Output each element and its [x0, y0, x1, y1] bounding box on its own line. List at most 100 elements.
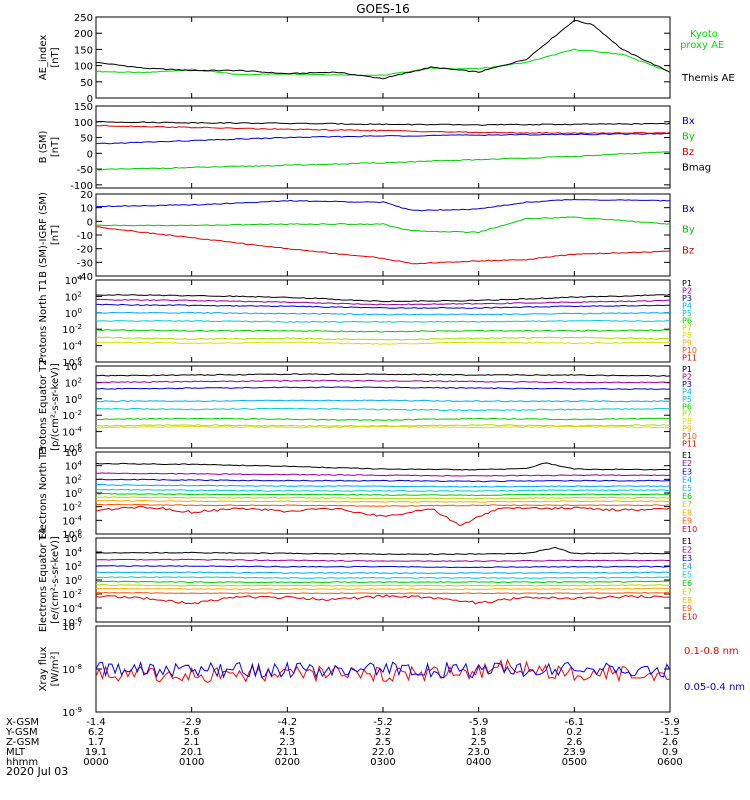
ephemeris-value: 4.5	[279, 727, 295, 738]
ephemeris-value: 0600	[657, 757, 682, 768]
y-tick-label: 10-8	[62, 663, 82, 676]
y-tick-label: 10-7	[62, 620, 82, 633]
series-line-p1	[96, 293, 670, 303]
series-line-p4	[96, 399, 670, 403]
panel-frame	[95, 365, 671, 449]
series-lines	[96, 373, 670, 429]
ephemeris-value: 2.6	[662, 737, 678, 748]
y-tick-label: 150	[74, 102, 93, 113]
series-line-p7	[96, 336, 670, 341]
panel-1: -100 -50 0 50 100 150 B (SM) [nT] Bx By Bz Bmag	[38, 102, 711, 192]
y-tick-label: 10-2	[62, 501, 82, 514]
series-line-e5	[96, 488, 670, 492]
series-line-bz	[96, 226, 670, 265]
ephemeris-value: 22.0	[372, 747, 394, 758]
y-axis-label: B (SM)	[38, 130, 49, 163]
y-axis-label: Electrons Equator T4	[38, 528, 49, 632]
legend-e1: E1	[682, 451, 692, 460]
ephemeris-value: -5.9	[469, 717, 489, 728]
ephemeris-value: -5.2	[373, 717, 393, 728]
series-line-bz	[96, 124, 670, 135]
ephemeris-value: 0.2	[566, 727, 582, 738]
legend-themis-ae: Themis AE	[681, 73, 735, 84]
legend-e10: E10	[682, 613, 697, 622]
legend-p3: P3	[682, 380, 692, 389]
y-axis-units: [nT]	[50, 137, 61, 157]
series-line-p3	[96, 386, 670, 390]
legend-e8: E8	[682, 596, 692, 605]
ephemeris-value: -5.9	[660, 717, 680, 728]
legend-e3: E3	[682, 554, 692, 563]
series-line-e1	[96, 546, 670, 556]
legend-bx: Bx	[682, 204, 695, 215]
series-line-e9	[96, 503, 670, 507]
series-line-by	[96, 216, 670, 234]
series-line-e4	[96, 571, 670, 574]
legend-e4: E4	[682, 562, 692, 571]
y-tick-label: 10-4	[62, 602, 82, 615]
ephemeris-row-label: MLT	[6, 747, 26, 758]
legend-p2: P2	[682, 286, 692, 295]
panel-7: 10-9 10-8 10-7 Xray flux [W/m²] 0.1-0.8 nm 0.0…	[38, 620, 745, 719]
y-tick-label: 10-2	[62, 323, 82, 336]
legend-p9: P9	[682, 425, 692, 434]
series-line-bx	[96, 132, 670, 145]
legend-p5: P5	[682, 309, 692, 318]
ephemeris-value: 0400	[466, 757, 491, 768]
y-axis-label: Protons Equator T2	[38, 359, 49, 455]
legend-p11: P11	[682, 354, 697, 363]
legend-p6: P6	[682, 316, 692, 325]
legend-p7: P7	[682, 410, 692, 419]
y-tick-label: 0	[87, 94, 93, 105]
legend-0-05-0-4-nm: 0.05-0.4 nm	[684, 682, 745, 693]
legend-bz: Bz	[682, 245, 694, 256]
ephemeris-value: -2.9	[182, 717, 202, 728]
y-tick-label: -30	[77, 258, 93, 269]
ephemeris-value: -1.4	[86, 717, 106, 728]
series-line-e1	[96, 462, 670, 471]
series-line-e4	[96, 484, 670, 488]
series-line-0-1-0-8-nm	[96, 658, 670, 683]
ephemeris-value: 5.6	[184, 727, 200, 738]
y-axis-label: AE_index	[38, 35, 49, 81]
y-tick-label: 10-4	[62, 340, 82, 353]
legend-bmag: Bmag	[682, 163, 711, 174]
legend-p5: P5	[682, 395, 692, 404]
legend-e5: E5	[682, 484, 692, 493]
y-axis-units: [e/(cm²-s-sr-keV)]	[50, 536, 61, 624]
y-tick-label: 104	[65, 360, 83, 373]
y-tick-label: 102	[65, 290, 82, 303]
y-tick-label: 100	[74, 118, 93, 129]
ephemeris-value: 23.9	[563, 747, 585, 758]
series-line-p2	[96, 298, 670, 306]
ephemeris-value: 0200	[275, 757, 300, 768]
series-line-themis-ae	[96, 19, 670, 80]
ephemeris-row-label: Z-GSM	[6, 737, 39, 748]
y-axis-units: [p/(cm²-s-sr-keV)]	[50, 363, 61, 451]
y-tick-label: 10-2	[62, 588, 82, 601]
y-tick-label: 104	[65, 460, 83, 473]
ephemeris-value: 19.1	[85, 747, 107, 758]
y-tick-label: 10	[80, 204, 93, 215]
ephemeris-value: -6.1	[565, 717, 585, 728]
y-tick-label: 100	[74, 62, 93, 73]
series-lines	[96, 120, 670, 171]
legend-e7: E7	[682, 500, 692, 509]
ephemeris-value: 0100	[179, 757, 204, 768]
series-lines	[96, 293, 670, 345]
y-axis-units: [nT]	[50, 225, 61, 245]
series-line-p8	[96, 341, 670, 345]
series-line-p7	[96, 424, 670, 427]
y-tick-label: 150	[74, 45, 93, 56]
y-tick-label: 100	[65, 487, 82, 500]
legend-by: By	[682, 225, 695, 236]
ephemeris-value: 21.1	[276, 747, 298, 758]
series-line-bx	[96, 198, 670, 212]
legend-e6: E6	[682, 492, 692, 501]
legend-0-1-0-8-nm: 0.1-0.8 nm	[684, 646, 739, 657]
series-line-kyoto-proxy-ae	[96, 48, 670, 77]
legend-p10: P10	[682, 432, 697, 441]
